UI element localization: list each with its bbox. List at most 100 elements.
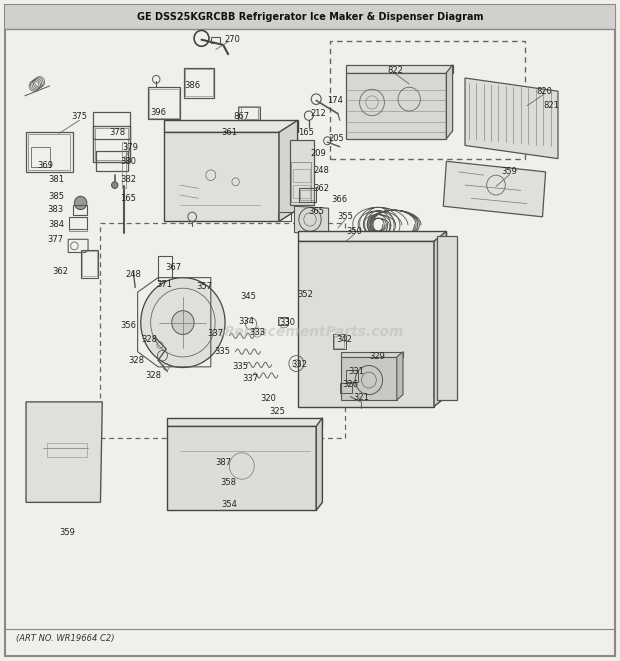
Bar xyxy=(31,147,50,167)
Text: 381: 381 xyxy=(48,175,64,184)
Bar xyxy=(95,128,128,160)
Text: 355: 355 xyxy=(337,212,353,221)
Text: 332: 332 xyxy=(291,360,308,369)
Text: 384: 384 xyxy=(48,220,64,229)
Text: 377: 377 xyxy=(48,235,64,245)
Polygon shape xyxy=(167,426,316,510)
Text: 358: 358 xyxy=(220,478,236,487)
Polygon shape xyxy=(397,352,403,400)
Text: 867: 867 xyxy=(234,112,250,122)
Text: 356: 356 xyxy=(120,321,136,330)
Bar xyxy=(300,190,314,200)
Text: 362: 362 xyxy=(53,266,69,276)
Polygon shape xyxy=(443,161,546,217)
Text: 369: 369 xyxy=(37,161,53,170)
Bar xyxy=(334,336,344,348)
Bar xyxy=(81,250,98,278)
Text: 366: 366 xyxy=(332,195,348,204)
Polygon shape xyxy=(279,120,298,221)
Polygon shape xyxy=(341,357,397,400)
Text: 367: 367 xyxy=(166,263,182,272)
Bar xyxy=(241,107,258,119)
Circle shape xyxy=(141,278,225,368)
Text: 350: 350 xyxy=(347,227,363,236)
Text: 378: 378 xyxy=(110,128,126,137)
Polygon shape xyxy=(294,206,329,233)
Polygon shape xyxy=(434,231,446,407)
Polygon shape xyxy=(465,78,558,159)
Bar xyxy=(26,132,73,172)
Text: eReplacementParts.com: eReplacementParts.com xyxy=(216,325,404,339)
Text: 174: 174 xyxy=(327,96,343,105)
Polygon shape xyxy=(341,352,403,357)
Text: 328: 328 xyxy=(141,334,157,344)
Text: 342: 342 xyxy=(336,334,352,344)
Bar xyxy=(290,140,314,205)
Text: 326: 326 xyxy=(342,380,358,389)
Bar xyxy=(73,205,87,215)
Text: 270: 270 xyxy=(224,35,241,44)
Text: 387: 387 xyxy=(215,458,231,467)
Bar xyxy=(93,126,130,162)
Text: 209: 209 xyxy=(310,149,326,158)
Text: (ART NO. WR19664 C2): (ART NO. WR19664 C2) xyxy=(16,634,114,643)
Text: 345: 345 xyxy=(240,292,256,301)
Text: 396: 396 xyxy=(150,108,166,117)
Polygon shape xyxy=(26,402,102,502)
Text: 822: 822 xyxy=(388,66,404,75)
Text: 328: 328 xyxy=(128,356,144,365)
Text: 359: 359 xyxy=(59,527,75,537)
Text: 361: 361 xyxy=(221,128,237,137)
Text: 333: 333 xyxy=(249,328,265,337)
Polygon shape xyxy=(346,73,446,139)
Polygon shape xyxy=(164,120,298,132)
Text: 329: 329 xyxy=(369,352,385,362)
Bar xyxy=(82,251,97,276)
Text: 337: 337 xyxy=(208,329,224,338)
Polygon shape xyxy=(298,231,446,241)
Bar xyxy=(293,169,310,182)
Text: 321: 321 xyxy=(353,393,370,403)
Bar xyxy=(69,217,87,229)
Text: 821: 821 xyxy=(544,101,560,110)
Bar xyxy=(185,69,213,96)
Text: 165: 165 xyxy=(298,128,314,137)
Bar xyxy=(46,443,87,457)
Text: GE DSS25KGRCBB Refrigerator Ice Maker & Dispenser Diagram: GE DSS25KGRCBB Refrigerator Ice Maker & … xyxy=(137,12,483,22)
Bar xyxy=(293,185,310,198)
Bar xyxy=(158,256,172,281)
Polygon shape xyxy=(167,418,322,426)
Bar xyxy=(330,41,525,159)
Text: 379: 379 xyxy=(122,143,138,152)
Text: 362: 362 xyxy=(313,184,329,193)
Text: 365: 365 xyxy=(308,207,324,216)
Text: 371: 371 xyxy=(156,280,172,289)
Text: 380: 380 xyxy=(120,157,136,167)
Circle shape xyxy=(112,182,118,188)
Text: 331: 331 xyxy=(348,367,365,376)
Text: 383: 383 xyxy=(48,205,64,214)
Bar xyxy=(93,112,130,139)
Polygon shape xyxy=(316,418,322,510)
Bar xyxy=(96,151,128,171)
Bar xyxy=(122,142,126,188)
Text: 337: 337 xyxy=(242,373,258,383)
Text: 328: 328 xyxy=(146,371,162,380)
Text: 359: 359 xyxy=(502,167,518,176)
Text: 357: 357 xyxy=(197,282,213,291)
Bar xyxy=(100,223,345,438)
Text: 248: 248 xyxy=(313,166,329,175)
Text: 248: 248 xyxy=(125,270,141,279)
Polygon shape xyxy=(164,132,279,221)
Text: 354: 354 xyxy=(221,500,237,509)
Bar xyxy=(28,134,70,170)
Text: 385: 385 xyxy=(48,192,64,201)
Polygon shape xyxy=(298,241,434,407)
Text: 325: 325 xyxy=(269,407,285,416)
Text: 335: 335 xyxy=(214,347,230,356)
Text: 205: 205 xyxy=(329,134,345,143)
Polygon shape xyxy=(446,65,453,139)
Text: 375: 375 xyxy=(71,112,87,122)
Circle shape xyxy=(172,311,194,334)
Text: 320: 320 xyxy=(260,394,277,403)
